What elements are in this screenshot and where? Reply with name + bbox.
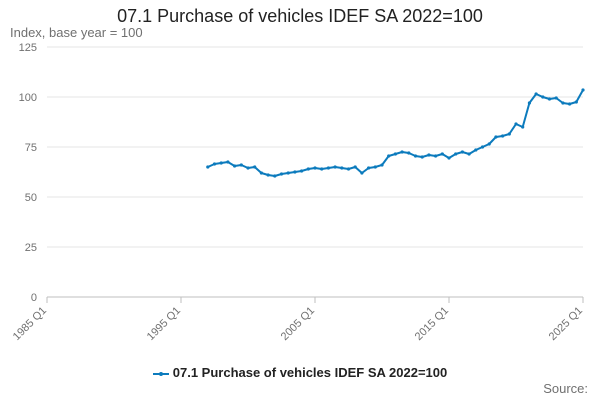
legend-swatch (152, 371, 169, 376)
data-point[interactable] (320, 167, 324, 171)
data-point[interactable] (501, 134, 505, 138)
data-point[interactable] (480, 145, 485, 149)
data-point[interactable] (293, 170, 297, 174)
series-layer (206, 88, 585, 178)
data-point[interactable] (440, 152, 444, 156)
data-point[interactable] (360, 171, 364, 175)
data-point[interactable] (353, 165, 357, 169)
data-point[interactable] (534, 92, 538, 96)
data-point[interactable] (212, 162, 217, 166)
data-point[interactable] (246, 166, 250, 170)
data-point[interactable] (554, 96, 558, 100)
data-point[interactable] (474, 148, 478, 152)
data-point[interactable] (340, 166, 344, 170)
data-point[interactable] (219, 161, 223, 165)
data-point[interactable] (380, 163, 384, 167)
x-tick-label: 1985 Q1 (11, 305, 49, 343)
data-point[interactable] (574, 100, 578, 104)
data-point[interactable] (346, 167, 351, 171)
data-point[interactable] (507, 132, 511, 136)
data-point[interactable] (273, 174, 277, 178)
legend[interactable]: 07.1 Purchase of vehicles IDEF SA 2022=1… (0, 365, 600, 380)
data-point[interactable] (206, 165, 210, 169)
data-point[interactable] (259, 171, 263, 175)
data-point[interactable] (387, 154, 391, 158)
y-tick-label: 0 (31, 292, 37, 304)
data-point[interactable] (239, 163, 243, 167)
legend-label: 07.1 Purchase of vehicles IDEF SA 2022=1… (172, 365, 448, 380)
y-tick-label: 25 (25, 242, 37, 254)
data-point[interactable] (233, 164, 237, 168)
data-point[interactable] (286, 171, 290, 175)
data-point[interactable] (400, 150, 404, 154)
data-point[interactable] (393, 152, 397, 156)
x-tick-label: 2005 Q1 (279, 305, 317, 343)
data-point[interactable] (427, 153, 431, 157)
x-tick-label: 1995 Q1 (145, 305, 183, 343)
data-point[interactable] (527, 101, 532, 105)
x-tick-label: 2015 Q1 (413, 305, 451, 343)
data-point[interactable] (487, 142, 491, 146)
data-point[interactable] (373, 165, 377, 169)
data-point[interactable] (226, 160, 230, 164)
data-point[interactable] (514, 122, 518, 126)
data-point[interactable] (447, 156, 451, 160)
data-point[interactable] (561, 101, 565, 105)
y-tick-label: 50 (25, 192, 37, 204)
data-point[interactable] (413, 154, 418, 158)
source-note: Source: (543, 381, 588, 396)
data-point[interactable] (367, 166, 371, 170)
y-tick-label: 75 (25, 142, 37, 154)
data-point[interactable] (279, 172, 284, 176)
data-point[interactable] (454, 152, 458, 156)
y-tick-label: 125 (19, 42, 37, 54)
data-point[interactable] (547, 97, 552, 101)
data-point[interactable] (434, 154, 438, 158)
chart-title: 07.1 Purchase of vehicles IDEF SA 2022=1… (117, 6, 483, 26)
data-point[interactable] (494, 135, 498, 139)
data-point[interactable] (306, 167, 310, 171)
data-point[interactable] (568, 102, 572, 106)
gridlines (47, 46, 583, 298)
data-point[interactable] (407, 151, 411, 155)
y-tick-label: 100 (19, 92, 37, 104)
axes: 0 25 50 75 100 125 1985 Q1 1995 Q1 2005 Q1 2015 Q… (11, 42, 585, 343)
data-point[interactable] (420, 155, 424, 159)
data-point[interactable] (581, 88, 585, 92)
data-point[interactable] (266, 173, 270, 177)
data-point[interactable] (460, 150, 464, 154)
data-point[interactable] (253, 165, 257, 169)
data-point[interactable] (313, 166, 317, 170)
data-point[interactable] (541, 95, 545, 99)
data-point[interactable] (467, 152, 471, 156)
data-point[interactable] (300, 169, 304, 173)
data-point[interactable] (521, 125, 525, 129)
series-line[interactable] (207, 89, 584, 177)
y-axis-label: Index, base year = 100 (10, 25, 143, 40)
x-tick-label: 2025 Q1 (547, 305, 585, 343)
data-point[interactable] (333, 165, 337, 169)
data-point[interactable] (326, 166, 330, 170)
